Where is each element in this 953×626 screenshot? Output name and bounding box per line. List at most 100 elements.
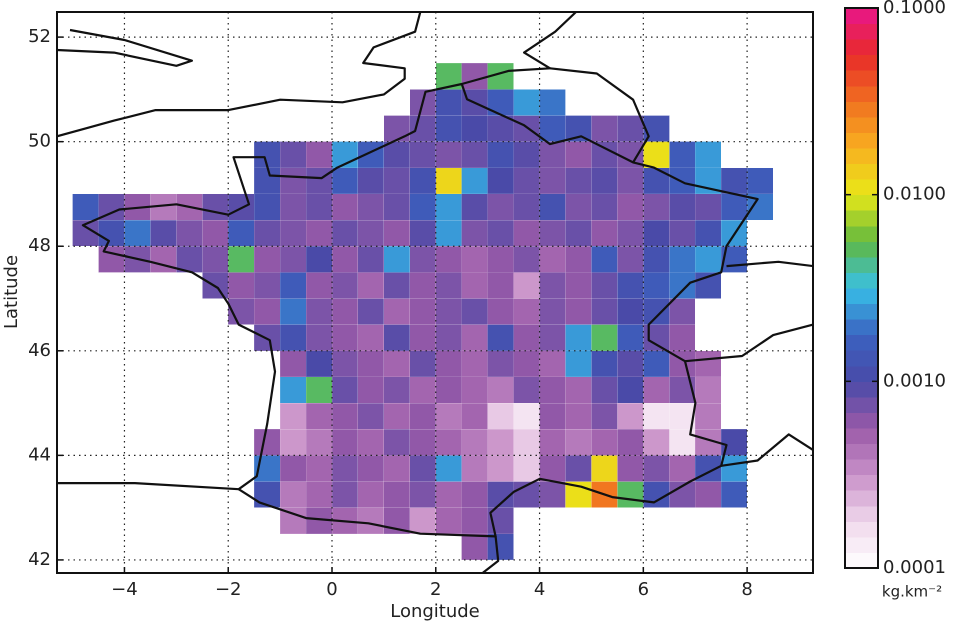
colorbar-band [845,288,878,305]
heatmap-cell [513,219,540,247]
heatmap-cell [694,193,722,221]
heatmap-cell [435,376,462,404]
colorbar-tick-label: 0.0001 [883,557,946,578]
x-tick-label: 8 [741,579,752,600]
heatmap-cell [305,481,333,508]
heatmap-cell [409,245,437,273]
colorbar-band [845,241,878,258]
italy-coast [721,433,813,467]
heatmap-cell [643,219,670,247]
heatmap-cell [202,245,229,273]
heatmap-cell [279,481,307,508]
heatmap-cell [487,219,514,247]
heatmap-cell [565,245,592,273]
heatmap-cell [617,219,644,247]
heatmap-cell [513,350,540,378]
heatmap-cell [253,428,281,456]
heatmap-cell [643,298,670,325]
heatmap-cell [591,167,618,195]
heatmap-cell [409,298,437,325]
heatmap-cell [227,272,255,299]
heatmap-cell [331,167,359,195]
x-tick-label: −4 [111,579,138,600]
colorbar-band [845,179,878,196]
colorbar-band [845,428,878,445]
coastlines [57,12,813,573]
benelux-border [549,67,650,163]
heatmap-cell [513,245,540,273]
heatmap-cell [176,219,203,247]
heatmap-cell [331,428,359,456]
heatmap-cell [461,62,488,90]
heatmap-cell [383,428,411,456]
heatmap-cell [461,298,488,325]
heatmap-cell [383,193,411,221]
heatmap-cell [539,324,566,352]
heatmap-cell [694,350,722,378]
heatmap-cell [565,298,592,325]
heatmap-cell [409,402,437,430]
heatmap-cell [694,141,722,169]
heatmap-cell [591,141,618,169]
heatmap-cell [279,376,307,404]
heatmap-cell [539,219,566,247]
france-outline [81,82,759,538]
heatmap-cell [409,507,437,535]
heatmap-cell [565,455,592,482]
heatmap-cell [409,428,437,456]
colorbar-band [845,8,878,25]
heatmap-cell [331,455,359,482]
heatmap-cell [461,481,488,508]
heatmap-cell [694,402,722,430]
heatmap-cell [617,428,644,456]
heatmap-cell [461,245,488,273]
heatmap-cell [461,533,488,561]
england-coast [57,12,422,138]
heatmap-cell [383,350,411,378]
heatmap-cell [694,245,722,273]
colorbar-band [845,552,878,569]
heatmap-cell [279,455,307,482]
heatmap-cell [435,115,462,142]
heatmap-cell [487,167,514,195]
heatmap-cell [565,272,592,299]
heatmap-cell [643,481,670,508]
colorbar-band [845,194,878,211]
heatmap-cell [383,115,411,142]
heatmap-cell [357,507,385,535]
heatmap-cell [513,89,540,116]
heatmap-cell [279,141,307,169]
heatmap-cell [409,141,437,169]
heatmap-cell [331,298,359,325]
y-tick-label: 50 [28,131,51,152]
heatmap-cell [565,428,592,456]
heatmap-cell [383,167,411,195]
heatmap-cell [513,141,540,169]
heatmap-cell [357,193,385,221]
heatmap-cell [305,219,333,247]
heatmap-cell [435,193,462,221]
heatmap-cell [357,455,385,482]
colorbar-band [845,210,878,227]
heatmap-cells [72,62,774,561]
y-tick-label: 52 [28,26,51,47]
heatmap-cell [487,245,514,273]
heatmap-cell [435,481,462,508]
heatmap-cell [305,324,333,352]
colorbar-band [845,23,878,40]
heatmap-cell [591,115,618,142]
heatmap-cell [435,428,462,456]
heatmap-cell [669,141,696,169]
heatmap-cell [694,167,722,195]
heatmap-cell [539,245,566,273]
heatmap-cell [331,350,359,378]
heatmap-cell [617,481,644,508]
heatmap-cell [591,245,618,273]
heatmap-cell [669,324,696,352]
heatmap-cell [513,324,540,352]
heatmap-cell [279,402,307,430]
heatmap-cell [746,167,774,195]
wales-coast [57,28,193,67]
